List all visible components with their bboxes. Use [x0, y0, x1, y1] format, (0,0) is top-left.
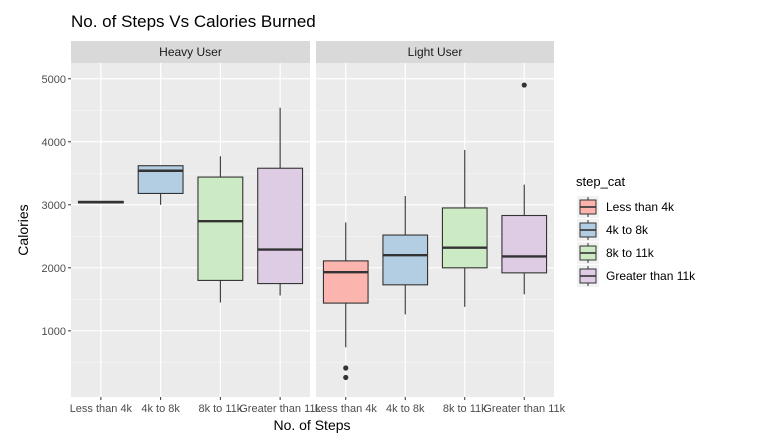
box-iqr: [501, 214, 548, 274]
boxplot-heavy-user-greater-than-11k: [257, 107, 304, 296]
legend-label-4k-to-8k: 4k to 8k: [606, 223, 649, 237]
y-axis-title: Calories: [15, 204, 31, 255]
x-tick-label-light-user-8k-to-11k: 8k to 11k: [443, 403, 487, 415]
boxplot-heavy-user-less-than-4k: [77, 200, 124, 204]
box-iqr: [382, 234, 429, 286]
x-tick-label-heavy-user-less-than-4k: Less than 4k: [70, 403, 133, 415]
x-tick-label-heavy-user-4k-to-8k: 4k to 8k: [141, 403, 180, 415]
y-tick-label-2000: 2000: [42, 263, 66, 275]
legend-label-8k-to-11k: 8k to 11k: [606, 246, 655, 260]
y-axis: 1000 2000 3000 4000 5000: [42, 74, 71, 338]
boxplot-light-user-less-than-4k: [322, 222, 369, 381]
facet-label-light-user: Light User: [408, 45, 463, 59]
x-tick-label-light-user-4k-to-8k: 4k to 8k: [386, 403, 425, 415]
facet-panel-light-user: Light User Less than 4k 4k to 8k 8k to 11kG…: [315, 41, 566, 415]
box-iqr: [197, 176, 244, 281]
facet-panel-heavy-user: Heavy User Less than 4k 4k to 8k 8k to 11kG…: [70, 41, 321, 415]
legend-label-greater-than-11k: Greater than 11k: [606, 269, 696, 283]
box-iqr: [257, 167, 304, 285]
box-iqr: [441, 207, 488, 269]
x-tick-label-light-user-less-than-4k: Less than 4k: [315, 403, 378, 415]
outlier-point: [343, 374, 349, 381]
facet-label-heavy-user: Heavy User: [159, 45, 222, 59]
x-tick-label-heavy-user-8k-to-11k: 8k to 11k: [198, 403, 242, 415]
x-tick-label-heavy-user-greater-than-11k: Greater than 11k: [239, 403, 321, 415]
legend-item-8k-to-11k: 8k to 11k: [577, 242, 655, 264]
boxplot-light-user-4k-to-8k: [382, 195, 429, 315]
y-tick-label-3000: 3000: [42, 200, 66, 212]
y-tick-label-5000: 5000: [42, 74, 66, 86]
outlier-point: [521, 82, 527, 88]
boxplot-light-user-greater-than-11k: [501, 82, 548, 295]
boxplot-light-user-8k-to-11k: [441, 149, 488, 307]
chart-title: No. of Steps Vs Calories Burned: [71, 12, 316, 31]
boxplot-heavy-user-8k-to-11k: [197, 156, 244, 303]
box-iqr: [322, 260, 369, 304]
x-tick-label-light-user-greater-than-11k: Greater than 11k: [483, 403, 565, 415]
boxplot-heavy-user-4k-to-8k: [137, 165, 184, 205]
facet-strip-heavy-user: [71, 41, 310, 63]
legend-item-greater-than-11k: Greater than 11k: [577, 265, 696, 287]
facet-strip-light-user: [316, 41, 554, 63]
legend-item-4k-to-8k: 4k to 8k: [577, 219, 649, 241]
legend-label-less-than-4k: Less than 4k: [606, 200, 675, 214]
outlier-point: [343, 365, 349, 371]
legend: step_cat Less than 4k 4k to 8k 8k to 11k Gr…: [576, 174, 696, 287]
legend-item-less-than-4k: Less than 4k: [577, 196, 675, 218]
y-tick-label-4000: 4000: [42, 137, 66, 149]
x-axis-title: No. of Steps: [273, 417, 350, 433]
y-tick-label-1000: 1000: [42, 326, 66, 338]
legend-title: step_cat: [576, 174, 626, 189]
